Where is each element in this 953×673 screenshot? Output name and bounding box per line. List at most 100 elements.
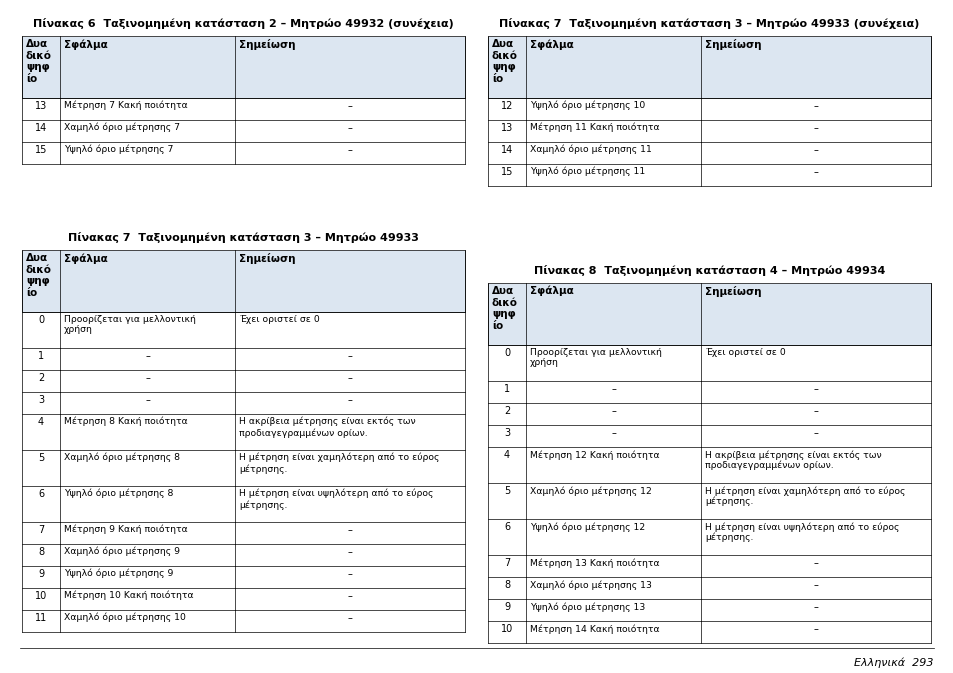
Text: Δυα
δικό
ψηφ
ίο: Δυα δικό ψηφ ίο [492,286,517,331]
Text: Υψηλό όριο μέτρησης 11: Υψηλό όριο μέτρησης 11 [530,167,644,176]
Text: Δυα
δικό
ψηφ
ίο: Δυα δικό ψηφ ίο [492,39,517,84]
Text: Μέτρηση 8 Κακή ποιότητα: Μέτρηση 8 Κακή ποιότητα [64,417,188,427]
Text: Μέτρηση 12 Κακή ποιότητα: Μέτρηση 12 Κακή ποιότητα [530,450,659,460]
Text: Σημείωση: Σημείωση [704,286,760,297]
Text: –: – [347,547,352,557]
Bar [22,36,464,98]
Text: Χαμηλό όριο μέτρησης 7: Χαμηλό όριο μέτρησης 7 [64,123,180,133]
Text: Έχει οριστεί σε 0: Έχει οριστεί σε 0 [704,348,785,357]
Text: Χαμηλό όριο μέτρησης 8: Χαμηλό όριο μέτρησης 8 [64,453,180,462]
Text: –: – [611,406,616,416]
Text: Σφάλμα: Σφάλμα [530,286,573,297]
Text: 10: 10 [35,591,47,601]
Text: 0: 0 [38,315,44,325]
Text: –: – [813,580,818,590]
Text: 10: 10 [500,624,513,634]
Text: Ελληνικά  293: Ελληνικά 293 [854,657,933,668]
Text: 4: 4 [503,450,510,460]
Text: 4: 4 [38,417,44,427]
Text: 3: 3 [503,428,510,438]
Text: Μέτρηση 11 Κακή ποιότητα: Μέτρηση 11 Κακή ποιότητα [530,123,659,133]
Text: Σφάλμα: Σφάλμα [64,39,108,50]
Text: 11: 11 [35,613,47,623]
Text: Χαμηλό όριο μέτρησης 13: Χαμηλό όριο μέτρησης 13 [530,580,651,590]
Text: Η ακρίβεια μέτρησης είναι εκτός των
προδιαγεγραμμένων ορίων.: Η ακρίβεια μέτρησης είναι εκτός των προδ… [239,417,416,437]
Text: 7: 7 [38,525,44,535]
Text: –: – [347,569,352,579]
Text: –: – [611,428,616,438]
Text: Υψηλό όριο μέτρησης 10: Υψηλό όριο μέτρησης 10 [530,101,644,110]
Text: 6: 6 [503,522,510,532]
Bar [488,283,930,345]
Text: –: – [347,101,352,111]
Text: –: – [347,591,352,601]
Text: Μέτρηση 10 Κακή ποιότητα: Μέτρηση 10 Κακή ποιότητα [64,591,193,600]
Text: 1: 1 [503,384,510,394]
Text: –: – [813,602,818,612]
Text: 0: 0 [503,348,510,358]
Text: Μέτρηση 13 Κακή ποιότητα: Μέτρηση 13 Κακή ποιότητα [530,558,659,567]
Text: Υψηλό όριο μέτρησης 9: Υψηλό όριο μέτρησης 9 [64,569,173,579]
Text: –: – [813,428,818,438]
Bar [488,36,930,98]
Text: –: – [347,351,352,361]
Text: Προορίζεται για μελλοντική
χρήση: Προορίζεται για μελλοντική χρήση [530,348,661,367]
Text: 9: 9 [503,602,510,612]
Text: Πίνακας 7  Ταξινομημένη κατάσταση 3 – Μητρώο 49933: Πίνακας 7 Ταξινομημένη κατάσταση 3 – Μητ… [68,232,418,243]
Text: 2: 2 [503,406,510,416]
Text: Πίνακας 7  Ταξινομημένη κατάσταση 3 – Μητρώο 49933 (συνέχεια): Πίνακας 7 Ταξινομημένη κατάσταση 3 – Μητ… [498,18,919,29]
Text: –: – [813,101,818,111]
Text: 9: 9 [38,569,44,579]
Text: –: – [813,624,818,634]
Text: –: – [347,525,352,535]
Text: Σφάλμα: Σφάλμα [530,39,573,50]
Text: –: – [347,373,352,383]
Text: –: – [813,167,818,177]
Text: 13: 13 [35,101,47,111]
Text: Χαμηλό όριο μέτρησης 12: Χαμηλό όριο μέτρησης 12 [530,486,651,495]
Text: –: – [611,384,616,394]
Text: –: – [347,613,352,623]
Text: –: – [813,384,818,394]
Text: Χαμηλό όριο μέτρησης 10: Χαμηλό όριο μέτρησης 10 [64,613,186,623]
Text: Σημείωση: Σημείωση [239,39,295,50]
Text: Υψηλό όριο μέτρησης 12: Υψηλό όριο μέτρησης 12 [530,522,644,532]
Text: –: – [813,123,818,133]
Text: 6: 6 [38,489,44,499]
Text: Σημείωση: Σημείωση [704,39,760,50]
Text: 7: 7 [503,558,510,568]
Text: 1: 1 [38,351,44,361]
Text: Μέτρηση 14 Κακή ποιότητα: Μέτρηση 14 Κακή ποιότητα [530,624,659,633]
Text: 2: 2 [38,373,44,383]
Text: Προορίζεται για μελλοντική
χρήση: Προορίζεται για μελλοντική χρήση [64,315,195,334]
Text: Η μέτρηση είναι υψηλότερη από το εύρος
μέτρησης.: Η μέτρηση είναι υψηλότερη από το εύρος μ… [704,522,899,542]
Text: Μέτρηση 7 Κακή ποιότητα: Μέτρηση 7 Κακή ποιότητα [64,101,188,110]
Text: –: – [347,123,352,133]
Text: –: – [145,395,150,405]
Text: Η μέτρηση είναι υψηλότερη από το εύρος
μέτρησης.: Η μέτρηση είναι υψηλότερη από το εύρος μ… [239,489,433,509]
Text: 3: 3 [38,395,44,405]
Text: Υψηλό όριο μέτρησης 13: Υψηλό όριο μέτρησης 13 [530,602,644,612]
Text: –: – [813,558,818,568]
Text: Υψηλό όριο μέτρησης 8: Υψηλό όριο μέτρησης 8 [64,489,173,499]
Bar [22,250,464,312]
Text: Μέτρηση 9 Κακή ποιότητα: Μέτρηση 9 Κακή ποιότητα [64,525,188,534]
Text: –: – [145,351,150,361]
Text: –: – [347,395,352,405]
Text: 5: 5 [38,453,44,463]
Text: Πίνακας 8  Ταξινομημένη κατάσταση 4 – Μητρώο 49934: Πίνακας 8 Ταξινομημένη κατάσταση 4 – Μητ… [534,265,884,276]
Text: Δυα
δικό
ψηφ
ίο: Δυα δικό ψηφ ίο [26,253,52,297]
Text: 15: 15 [34,145,47,155]
Text: Σημείωση: Σημείωση [239,253,295,264]
Text: Δυα
δικό
ψηφ
ίο: Δυα δικό ψηφ ίο [26,39,52,84]
Text: Η μέτρηση είναι χαμηλότερη από το εύρος
μέτρησης.: Η μέτρηση είναι χαμηλότερη από το εύρος … [239,453,439,474]
Text: –: – [813,406,818,416]
Text: Χαμηλό όριο μέτρησης 9: Χαμηλό όριο μέτρησης 9 [64,547,180,557]
Text: –: – [813,145,818,155]
Text: Πίνακας 6  Ταξινομημένη κατάσταση 2 – Μητρώο 49932 (συνέχεια): Πίνακας 6 Ταξινομημένη κατάσταση 2 – Μητ… [33,18,454,29]
Text: Η μέτρηση είναι χαμηλότερη από το εύρος
μέτρησης.: Η μέτρηση είναι χαμηλότερη από το εύρος … [704,486,904,507]
Text: 15: 15 [500,167,513,177]
Text: Χαμηλό όριο μέτρησης 11: Χαμηλό όριο μέτρησης 11 [530,145,651,155]
Text: 8: 8 [503,580,510,590]
Text: Έχει οριστεί σε 0: Έχει οριστεί σε 0 [239,315,319,324]
